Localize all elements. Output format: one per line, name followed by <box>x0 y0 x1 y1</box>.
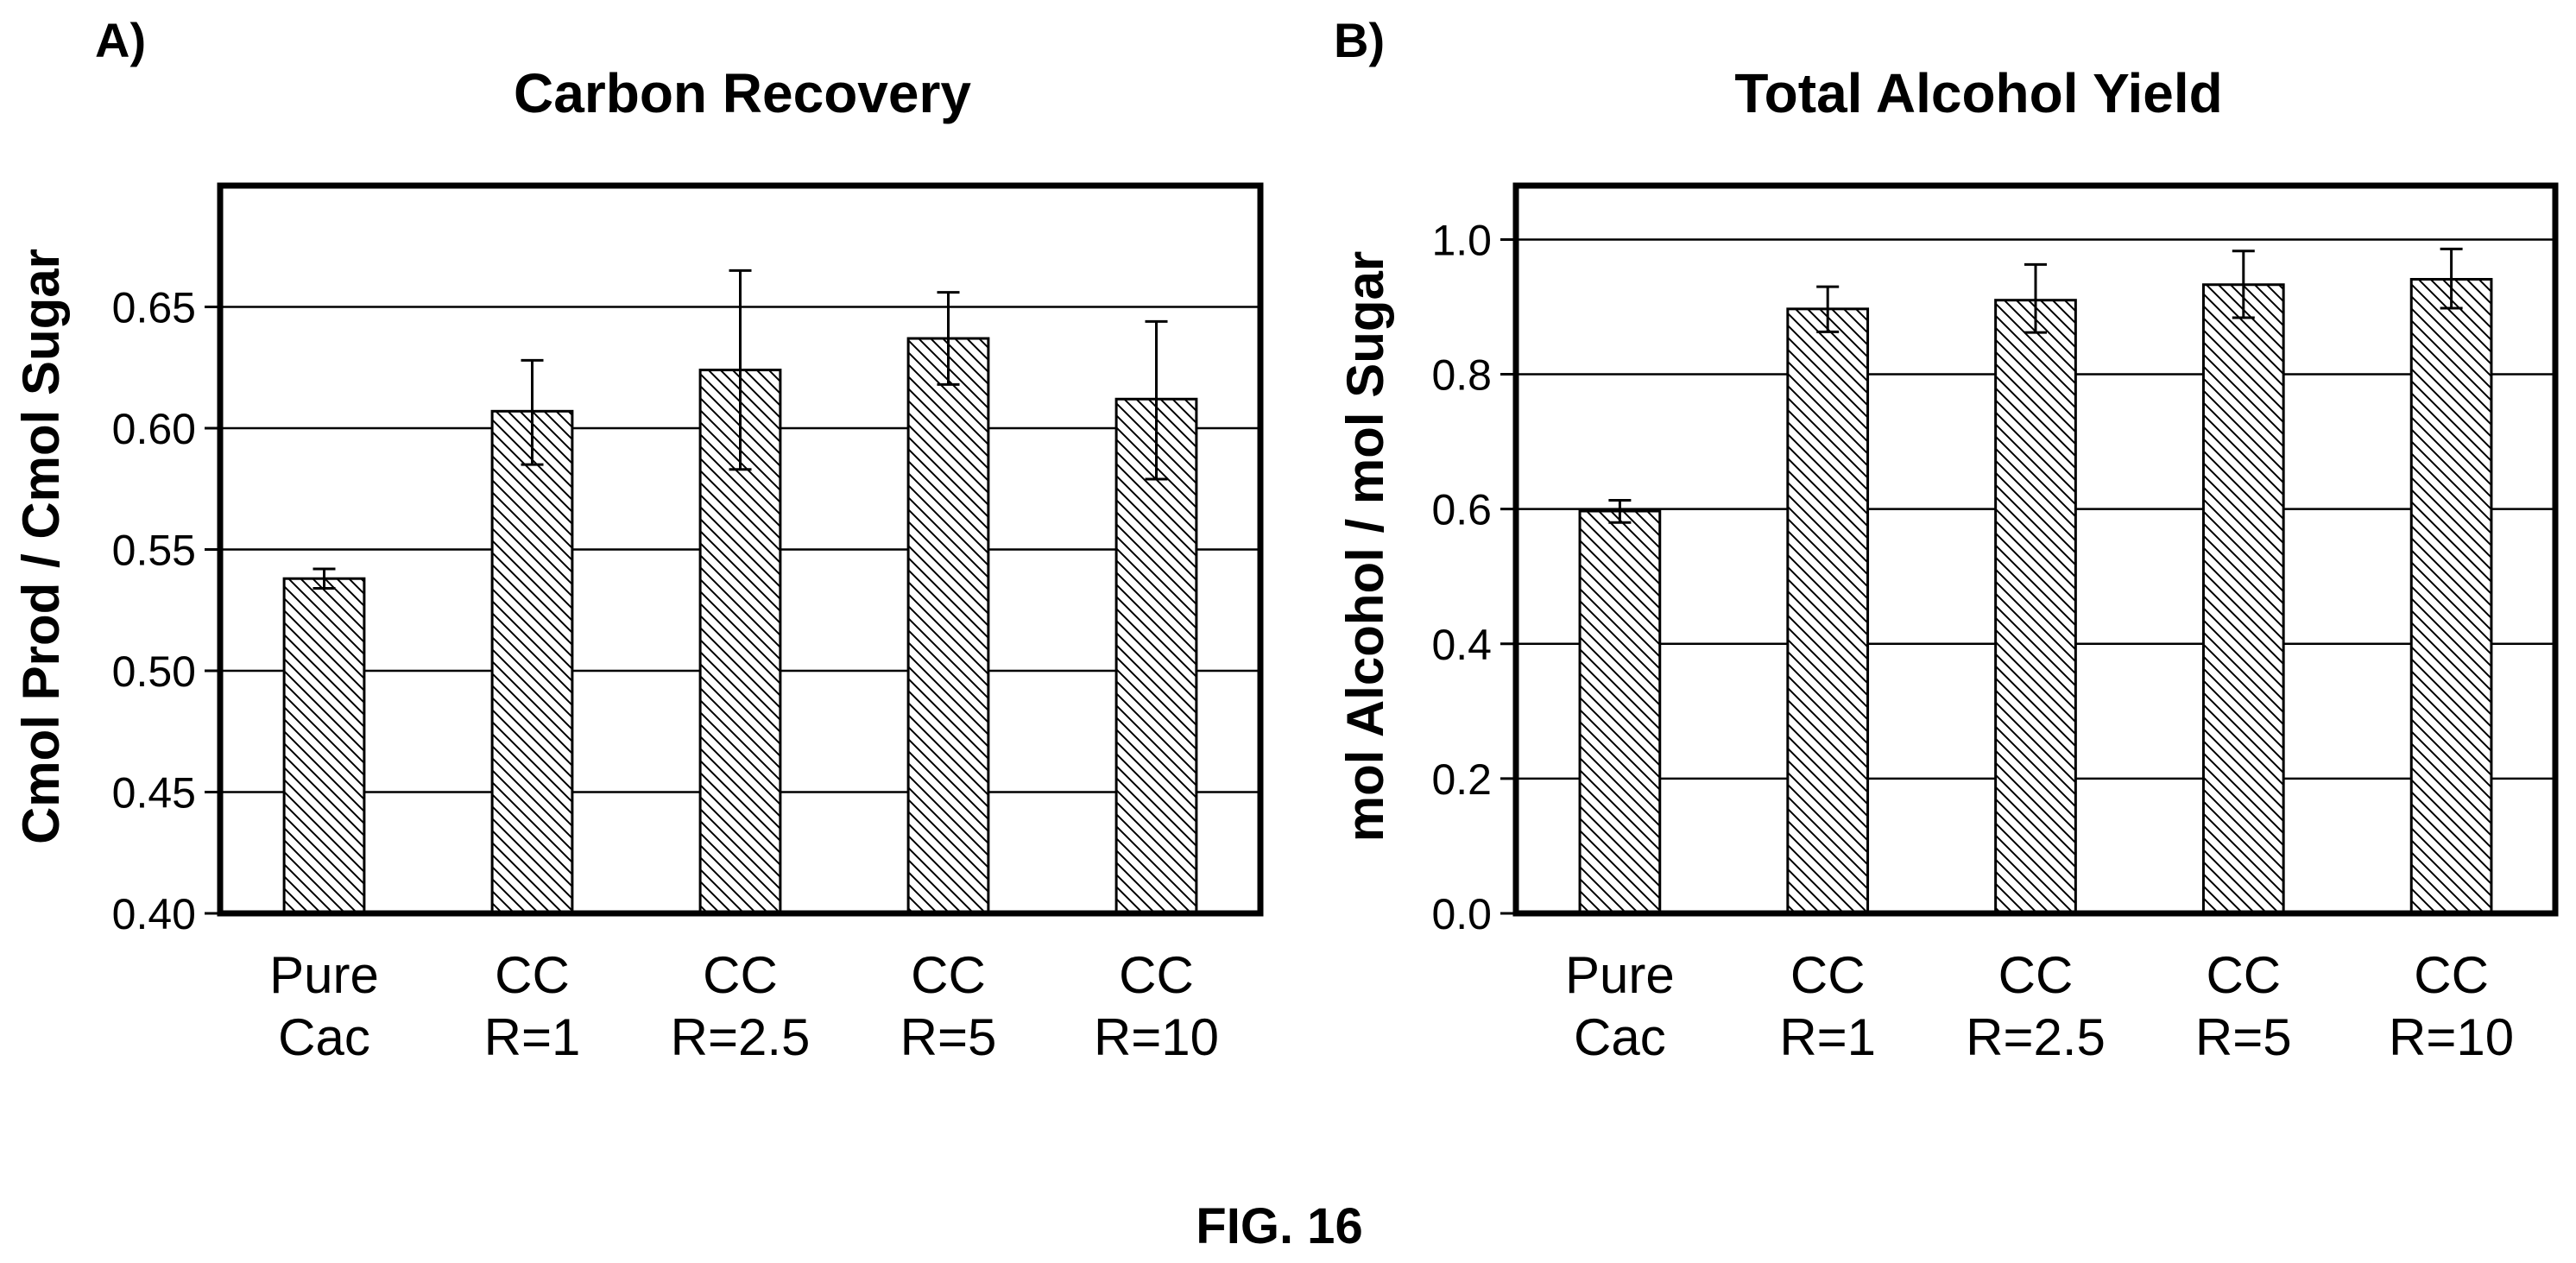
carbon-recovery-bar <box>490 409 574 915</box>
panel-b-letter: B) <box>1334 13 1385 67</box>
carbon-recovery-x-tick-label: R=2.5 <box>671 1008 811 1066</box>
carbon-recovery-x-tick-label: CC <box>1119 946 1194 1004</box>
carbon-recovery-bar <box>282 577 366 915</box>
carbon-recovery-x-tick-label: R=5 <box>900 1008 997 1066</box>
carbon-recovery-x-tick-label: CC <box>703 946 778 1004</box>
total-alcohol-yield-chart: B) Total Alcohol Yield mol Alcohol / mol… <box>1334 13 2559 1066</box>
alcohol-yield-bar <box>2409 277 2493 915</box>
total-alcohol-yield-title: Total Alcohol Yield <box>1734 62 2222 124</box>
carbon-recovery-y-tick-label: 0.50 <box>112 647 196 696</box>
alcohol-yield-x-tick-label: R=5 <box>2195 1008 2292 1066</box>
panel-a-letter: A) <box>95 13 146 67</box>
alcohol-yield-x-tick-label: CC <box>1998 946 2074 1004</box>
alcohol-yield-y-tick-label: 0.2 <box>1431 755 1492 804</box>
alcohol-yield-x-tick-label: Pure <box>1565 946 1675 1004</box>
alcohol-yield-x-tick-label: Cac <box>1574 1008 1666 1066</box>
carbon-recovery-x-tick-label: R=10 <box>1094 1008 1219 1066</box>
alcohol-yield-x-tick-label: R=10 <box>2389 1008 2514 1066</box>
carbon-recovery-x-tick-label: CC <box>495 946 570 1004</box>
alcohol-yield-x-tick-label: CC <box>1790 946 1866 1004</box>
carbon-recovery-x-tick-label: CC <box>911 946 986 1004</box>
carbon-recovery-y-tick-label: 0.55 <box>112 527 196 575</box>
carbon-recovery-x-tick-label: Pure <box>269 946 379 1004</box>
carbon-recovery-title: Carbon Recovery <box>514 62 971 124</box>
figure-caption: FIG. 16 <box>1196 1198 1362 1254</box>
alcohol-yield-x-tick-label: CC <box>2206 946 2281 1004</box>
carbon-recovery-y-tick-label: 0.60 <box>112 405 196 453</box>
carbon-recovery-y-axis-label: Cmol Prod / Cmol Sugar <box>12 249 70 844</box>
alcohol-yield-y-tick-label: 1.0 <box>1431 216 1492 264</box>
alcohol-yield-bar <box>1994 299 2077 915</box>
alcohol-yield-frame <box>1512 182 2559 917</box>
carbon-recovery-bar <box>1114 397 1198 915</box>
alcohol-yield-bar <box>1786 307 1870 915</box>
alcohol-yield-y-tick-label: 0.8 <box>1431 351 1492 400</box>
total-alcohol-yield-plot-area: 0.00.20.40.60.81.0PureCacCCR=1CCR=2.5CCR… <box>1431 182 2559 1066</box>
carbon-recovery-x-tick-label: Cac <box>278 1008 370 1066</box>
carbon-recovery-bar <box>906 337 990 915</box>
alcohol-yield-x-tick-label: R=2.5 <box>1966 1008 2106 1066</box>
total-alcohol-yield-y-axis-label: mol Alcohol / mol Sugar <box>1336 251 1394 843</box>
carbon-recovery-chart: A) Carbon Recovery Cmol Prod / Cmol Suga… <box>12 13 1264 1066</box>
carbon-recovery-y-tick-label: 0.65 <box>112 284 196 332</box>
carbon-recovery-x-tick-label: R=1 <box>484 1008 581 1066</box>
carbon-recovery-y-tick-label: 0.40 <box>112 890 196 938</box>
alcohol-yield-y-tick-label: 0.6 <box>1431 486 1492 534</box>
alcohol-yield-y-tick-label: 0.4 <box>1431 621 1492 669</box>
alcohol-yield-bar <box>2201 283 2285 915</box>
carbon-recovery-frame <box>217 182 1264 917</box>
alcohol-yield-y-tick-label: 0.0 <box>1431 890 1492 938</box>
alcohol-yield-x-tick-label: CC <box>2414 946 2489 1004</box>
alcohol-yield-x-tick-label: R=1 <box>1779 1008 1876 1066</box>
alcohol-yield-bar <box>1578 509 1662 915</box>
carbon-recovery-plot-area: 0.400.450.500.550.600.65PureCacCCR=1CCR=… <box>112 182 1264 1066</box>
carbon-recovery-y-tick-label: 0.45 <box>112 769 196 818</box>
